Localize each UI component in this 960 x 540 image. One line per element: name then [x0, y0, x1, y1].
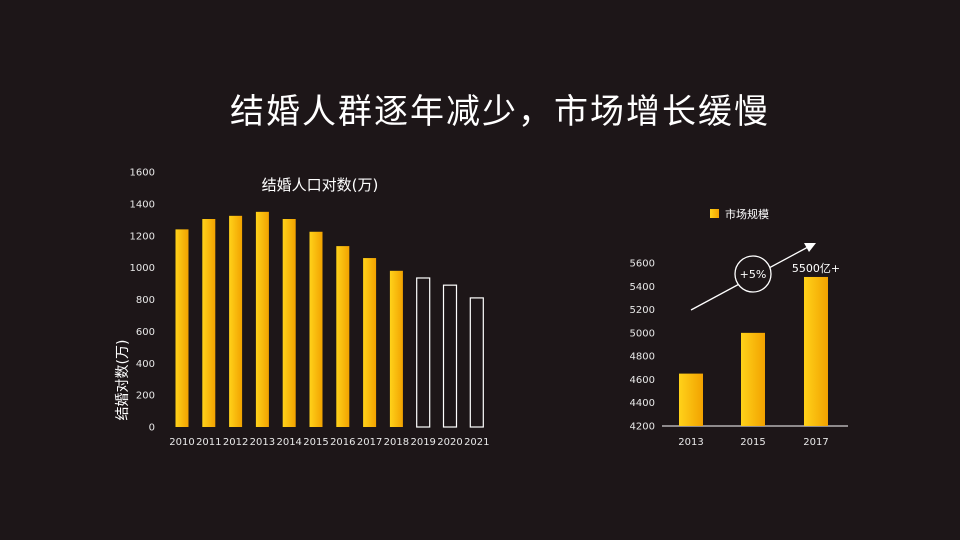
x-tick-label: 2019 [410, 437, 435, 448]
growth-label: +5% [740, 268, 767, 281]
market-legend-label: 市场规模 [725, 207, 769, 221]
market-chart-bars [679, 276, 828, 426]
bar-2020 [442, 284, 458, 428]
page-title: 结婚人群逐年减少，市场增长缓慢 [230, 92, 770, 132]
x-tick-label: 2010 [169, 437, 194, 448]
y-tick-label: 800 [136, 295, 155, 306]
marriage-chart-title: 结婚人口对数(万) [262, 176, 379, 194]
bar-2010 [175, 229, 189, 427]
marriage-chart-y-axis-label: 结婚对数(万) [115, 340, 131, 421]
y-tick-label: 4200 [630, 422, 655, 433]
y-tick-label: 5400 [630, 282, 655, 293]
y-tick-label: 5200 [630, 305, 655, 316]
y-tick-label: 0 [149, 423, 155, 434]
growth-circle [734, 255, 772, 293]
marriage-chart-x-ticks: 2010 2011 2012 2013 2014 2015 2016 2017 2018 2019… [169, 437, 489, 448]
bar-2018 [389, 270, 403, 427]
x-tick-label: 2015 [740, 437, 765, 448]
y-tick-label: 1600 [130, 168, 155, 179]
bar-2011 [202, 219, 216, 427]
x-tick-label: 2013 [250, 437, 275, 448]
market-legend-swatch [710, 209, 719, 218]
y-tick-label: 4800 [630, 352, 655, 363]
y-tick-label: 600 [136, 327, 155, 338]
bar-2014 [282, 219, 296, 427]
x-tick-label: 2012 [223, 437, 248, 448]
market-chart: 市场规模 +5% 5500亿+ 4200 4400 4600 4800 5000 5200… [630, 207, 848, 448]
x-tick-label: 2020 [437, 437, 462, 448]
y-tick-label: 1000 [130, 263, 155, 274]
marriage-chart-y-ticks: 0 200 400 600 800 1000 1200 1400 1600 [130, 168, 155, 434]
bar-2013 [255, 211, 269, 427]
x-tick-label: 2017 [357, 437, 382, 448]
x-tick-label: 2017 [803, 437, 828, 448]
y-tick-label: 4400 [630, 398, 655, 409]
bar-2016 [336, 246, 350, 427]
marriage-chart: 结婚人口对数(万) 结婚对数(万) 0 200 400 600 800 1000 1200 1… [115, 168, 490, 449]
bar-2013 [679, 373, 703, 426]
y-tick-label: 5000 [630, 328, 655, 339]
y-tick-label: 4600 [630, 375, 655, 386]
market-chart-x-ticks: 2013 2015 2017 [678, 437, 828, 448]
growth-arrow-head-icon [804, 243, 816, 252]
bar-2012 [229, 215, 243, 427]
x-tick-label: 2013 [678, 437, 703, 448]
x-tick-label: 2016 [330, 437, 355, 448]
marriage-chart-bars [175, 211, 484, 428]
bar-2015 [741, 332, 765, 426]
x-tick-label: 2021 [464, 437, 489, 448]
x-tick-label: 2014 [276, 437, 301, 448]
x-tick-label: 2018 [384, 437, 409, 448]
y-tick-label: 5600 [630, 259, 655, 270]
bar-2017 [363, 258, 377, 427]
y-tick-label: 1400 [130, 199, 155, 210]
x-tick-label: 2011 [196, 437, 221, 448]
bar-2015 [309, 231, 323, 427]
market-chart-y-ticks: 4200 4400 4600 4800 5000 5200 5400 5600 [630, 259, 655, 433]
bar-2021 [469, 297, 484, 428]
x-tick-label: 2015 [303, 437, 328, 448]
top-value-label: 5500亿+ [792, 262, 840, 275]
bar-2017 [804, 276, 828, 426]
y-tick-label: 400 [136, 359, 155, 370]
bar-2019 [416, 277, 431, 428]
y-tick-label: 1200 [130, 231, 155, 242]
y-tick-label: 200 [136, 391, 155, 402]
